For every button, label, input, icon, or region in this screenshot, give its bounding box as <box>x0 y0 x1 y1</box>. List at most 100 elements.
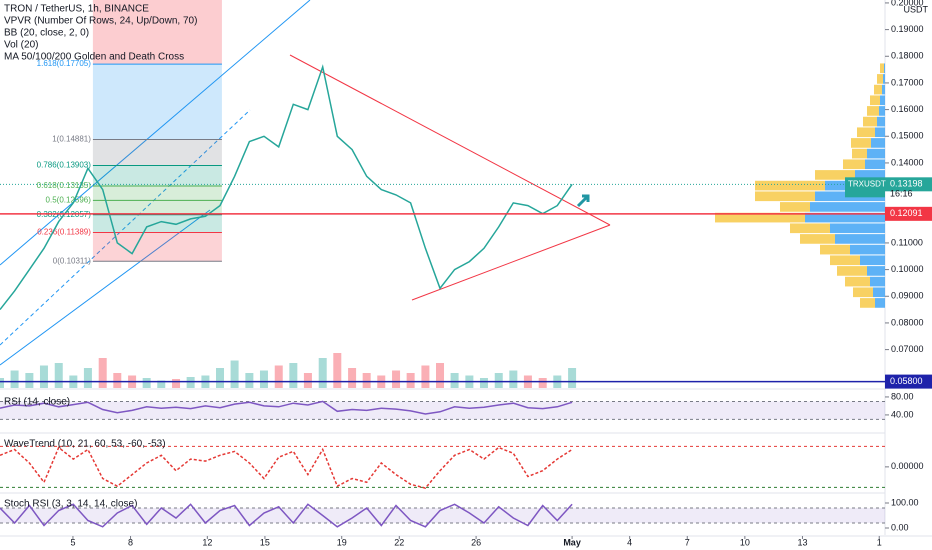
vpvr-down <box>867 106 879 116</box>
indicator-line <box>0 503 573 528</box>
volume-bar <box>479 378 488 388</box>
fib-label: 0.786(0.13903) <box>37 161 92 170</box>
x-tick-label: 8 <box>128 537 133 547</box>
symbol-box <box>845 177 885 198</box>
y-tick-label: 0.00000 <box>891 461 924 471</box>
vpvr-up <box>883 74 885 84</box>
vpvr-down <box>820 244 850 255</box>
countdown: 16:16 <box>890 189 913 199</box>
vpvr-down <box>880 63 884 74</box>
vpvr-down <box>852 148 867 159</box>
volume-bar <box>318 358 327 388</box>
vpvr-down <box>863 116 877 127</box>
fib-zone <box>92 0 222 65</box>
vpvr-down <box>780 202 810 212</box>
volume-bar <box>142 378 151 388</box>
axis-unit: USDT <box>904 4 929 14</box>
x-tick-label: 22 <box>394 537 404 547</box>
vpvr-up <box>884 63 885 74</box>
x-tick-label: May <box>563 537 581 547</box>
vpvr-up <box>855 170 885 180</box>
indicator-line <box>0 446 573 489</box>
vpvr-up <box>879 106 885 116</box>
vpvr-down <box>857 127 875 138</box>
vpvr-up <box>805 212 885 223</box>
x-tick-label: 5 <box>70 537 75 547</box>
vpvr-up <box>835 234 885 244</box>
fib-label: 1(0.14881) <box>52 135 91 144</box>
volume-bar <box>186 377 195 388</box>
indicator-line <box>0 400 573 415</box>
fib-label: 0.236(0.11389) <box>37 228 91 237</box>
volume-bar <box>392 370 401 388</box>
volume-bar <box>98 358 107 388</box>
volume-bar <box>274 365 283 388</box>
volume-bar <box>538 378 547 388</box>
volume-bar <box>39 365 48 388</box>
vpvr-down <box>845 276 870 287</box>
price-label-box <box>885 206 932 221</box>
vpvr-up <box>882 84 885 95</box>
vpvr-up <box>875 127 885 138</box>
x-tick-label: 10 <box>740 537 750 547</box>
pane-band <box>0 508 885 523</box>
x-tick-label: 19 <box>337 537 347 547</box>
volume-bar <box>83 368 92 388</box>
volume-bar <box>245 373 254 388</box>
pane-band <box>0 446 885 487</box>
price-label: 0.12091 <box>890 208 923 218</box>
y-tick-label: 100.00 <box>891 497 919 507</box>
legend-entry: Vol (20) <box>4 40 38 51</box>
triangle-line <box>411 224 611 301</box>
vpvr-up <box>860 255 885 266</box>
volume-bar <box>25 373 34 388</box>
volume-bar <box>54 363 63 388</box>
volume-bar <box>157 380 166 388</box>
x-tick-label: 15 <box>260 537 270 547</box>
pane-title: RSI (14, close) <box>4 397 70 408</box>
vpvr-down <box>853 287 873 298</box>
y-tick-label: 0.19000 <box>891 24 924 34</box>
y-tick-label: 40.00 <box>891 409 914 419</box>
vpvr-down <box>851 138 871 148</box>
volume-bar <box>421 365 430 388</box>
y-tick-label: 0.14000 <box>891 157 924 167</box>
y-tick-label: 0.17000 <box>891 77 924 87</box>
vpvr-down <box>874 84 882 95</box>
y-tick-label: 0.07000 <box>891 344 924 354</box>
y-tick-label: 0.15000 <box>891 131 924 141</box>
legend-entry: MA 50/100/200 Golden and Death Cross <box>4 52 184 63</box>
y-tick-label: 0.00 <box>891 522 909 532</box>
fib-label: 0(0.10311) <box>53 256 91 265</box>
vpvr-up <box>867 266 885 276</box>
vpvr-up <box>873 287 885 298</box>
volume-bar <box>509 370 518 388</box>
price-label-box <box>885 374 932 389</box>
price-label-box <box>885 177 932 192</box>
vpvr-down <box>877 74 883 84</box>
x-tick-label: 13 <box>797 537 807 547</box>
vpvr-down <box>755 180 825 191</box>
vpvr-down <box>860 298 875 308</box>
vpvr-down <box>755 191 815 202</box>
fib-zone <box>92 200 222 215</box>
fib-label: 0.5(0.12596) <box>46 195 92 204</box>
vpvr-down <box>837 266 867 276</box>
vpvr-up <box>875 298 885 308</box>
vpvr-up <box>830 223 885 234</box>
volume-bar <box>333 353 342 388</box>
fib-zone <box>92 232 222 262</box>
volume-bar <box>406 373 415 388</box>
vpvr-down <box>815 170 855 180</box>
x-tick-label: 26 <box>471 537 481 547</box>
legend-entry: TRON / TetherUS, 1h, BINANCE <box>4 4 149 15</box>
vpvr-up <box>850 244 885 255</box>
volume-bar <box>303 373 312 388</box>
price-label: 0.13198 <box>890 179 923 189</box>
pane-title: WaveTrend (10, 21, 60, 53, -60, -53) <box>4 439 166 450</box>
y-tick-label: 0.16000 <box>891 104 924 114</box>
vpvr-down <box>843 159 865 170</box>
vpvr-up <box>865 159 885 170</box>
vpvr-up <box>810 202 885 212</box>
fib-zone <box>92 186 222 201</box>
